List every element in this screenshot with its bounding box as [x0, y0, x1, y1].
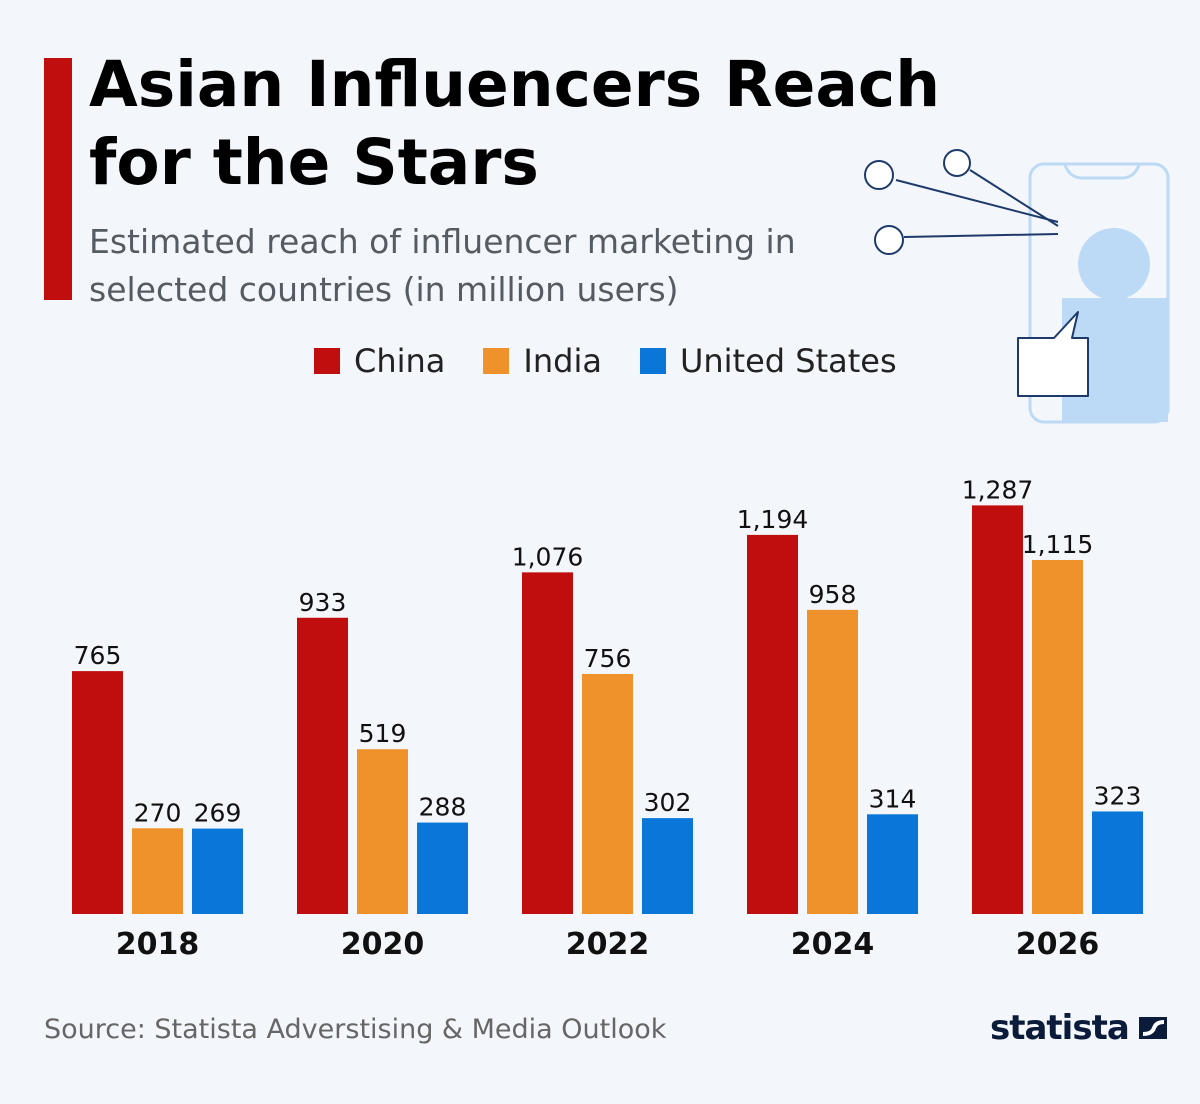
x-tick-label-2026: 2026 [1016, 927, 1100, 962]
bar-china-2018 [72, 671, 123, 914]
x-tick-label-2024: 2024 [791, 927, 875, 962]
data-label-india-2024: 958 [809, 580, 857, 609]
bar-united-states-2026 [1092, 811, 1143, 914]
statista-logo-icon [1138, 1017, 1167, 1039]
legend-swatch-india [483, 348, 510, 374]
data-label-india-2018: 270 [134, 798, 182, 827]
bar-india-2020 [357, 749, 408, 914]
bar-india-2022 [582, 673, 633, 914]
bar-china-2020 [297, 617, 348, 914]
bar-chart: 765 270 269 2018 933 519 288 2020 1,076 756 302 202… [72, 475, 1143, 962]
x-tick-label-2022: 2022 [566, 927, 650, 962]
bar-china-2022 [522, 572, 573, 914]
x-tick-label-2020: 2020 [341, 927, 425, 962]
data-label-india-2022: 756 [584, 644, 632, 673]
data-label-china-2022: 1,076 [512, 542, 584, 571]
data-label-united-states-2024: 314 [869, 784, 917, 813]
legend-label-united-states: United States [679, 342, 897, 380]
bar-united-states-2024 [867, 814, 918, 914]
legend-item-china: China [314, 342, 445, 380]
statista-logo[interactable]: statista [990, 1008, 1171, 1048]
legend-item-india: India [483, 342, 602, 380]
legend-swatch-united-states [639, 348, 666, 374]
data-label-china-2026: 1,287 [962, 475, 1034, 504]
bar-india-2024 [807, 609, 858, 914]
chart-subtitle: Estimated reach of influencer marketing … [89, 222, 796, 309]
data-label-china-2018: 765 [74, 641, 122, 670]
chart-legend: China India United States [314, 342, 935, 380]
bar-united-states-2020 [417, 822, 468, 914]
source-note: Source: Statista Adverstising & Media Ou… [44, 1014, 667, 1045]
x-tick-label-2018: 2018 [116, 927, 200, 962]
data-label-united-states-2026: 323 [1094, 781, 1142, 810]
legend-item-united-states: United States [639, 342, 897, 380]
bar-united-states-2022 [642, 818, 693, 914]
smartphone-influencer-icon [864, 149, 1170, 424]
bar-china-2026 [972, 505, 1023, 914]
data-label-india-2020: 519 [359, 719, 407, 748]
legend-swatch-china [314, 348, 340, 374]
bar-china-2024 [747, 534, 798, 914]
data-label-india-2026: 1,115 [1022, 530, 1094, 559]
statista-logo-text: statista [990, 1008, 1130, 1048]
bar-india-2026 [1032, 559, 1083, 914]
legend-label-china: China [354, 342, 446, 380]
data-label-china-2020: 933 [299, 588, 347, 617]
data-label-united-states-2020: 288 [419, 793, 467, 822]
data-label-united-states-2022: 302 [644, 788, 692, 817]
data-label-united-states-2018: 269 [194, 799, 242, 828]
bar-united-states-2018 [192, 828, 243, 914]
legend-label-india: India [523, 342, 602, 380]
chart-title: Asian Influencers Reach for the Stars [89, 48, 941, 199]
data-label-china-2024: 1,194 [737, 505, 809, 534]
bar-india-2018 [132, 828, 183, 914]
title-accent-bar [44, 58, 72, 300]
